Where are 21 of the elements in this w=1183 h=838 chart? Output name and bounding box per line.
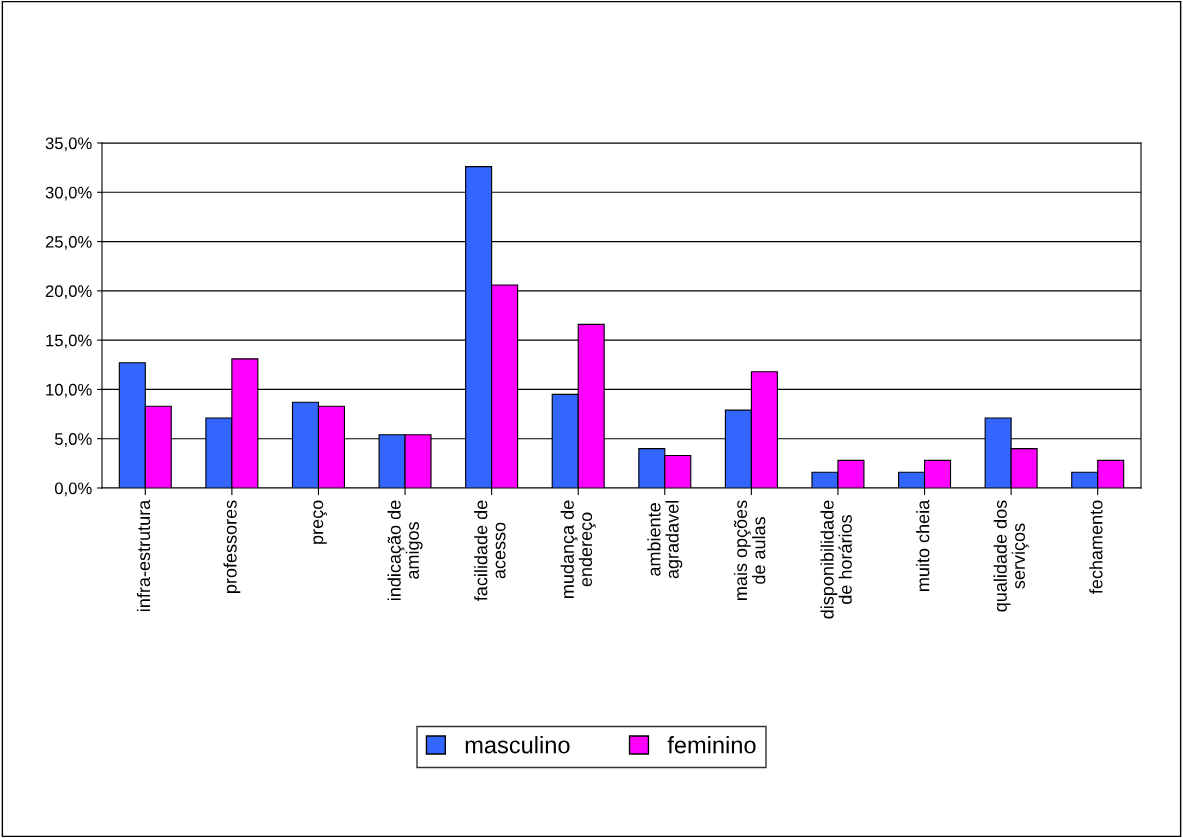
y-tick-label: 10,0% xyxy=(46,383,92,398)
x-tick-label: professores xyxy=(223,500,241,593)
x-tick-label: mais opções de aulas xyxy=(733,500,766,600)
x-tick-label: infra-estrutura xyxy=(136,499,151,611)
x-tick-label: fechamento xyxy=(1089,500,1103,594)
x-tick-label: muito cheia xyxy=(916,499,930,591)
x-tick-label: disponibilidade de horários xyxy=(820,500,852,619)
x-tick-label: facilidade de acesso xyxy=(474,500,506,601)
legend-label: feminino xyxy=(667,736,756,754)
x-tick-label: qualidade dos serviços xyxy=(993,500,1029,612)
y-tick-label: 20,0% xyxy=(45,285,92,300)
y-tick-label: 25,0% xyxy=(45,235,92,250)
x-tick-label: indicação de amigos xyxy=(387,500,423,600)
legend-label: masculino xyxy=(465,736,570,754)
y-tick-label: 30,0% xyxy=(45,186,92,201)
y-tick-label: 0,0% xyxy=(54,482,92,497)
x-tick-label: preço xyxy=(313,500,327,544)
y-tick-label: 35,0% xyxy=(45,137,92,152)
y-tick-label: 15,0% xyxy=(46,334,92,349)
x-tick-label: ambiente agradavel xyxy=(647,501,683,579)
y-tick-label: 5,0% xyxy=(54,433,92,447)
